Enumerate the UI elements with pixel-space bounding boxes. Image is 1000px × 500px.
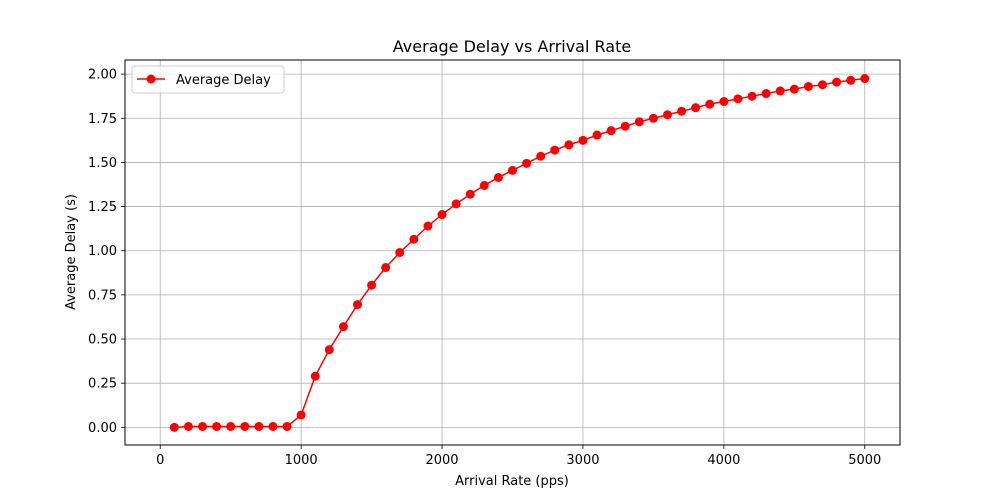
data-point — [423, 221, 433, 231]
data-point — [183, 421, 193, 431]
y-tick-label: 0.75 — [88, 288, 117, 303]
y-tick-label: 1.50 — [88, 156, 117, 171]
plot-frame — [124, 59, 901, 446]
y-tick-label: 0.25 — [88, 377, 117, 392]
data-point — [677, 106, 687, 116]
y-tick-label: 1.25 — [88, 200, 117, 215]
legend-box — [131, 65, 285, 94]
data-point — [606, 126, 616, 136]
data-point — [240, 421, 250, 431]
data-point — [296, 410, 306, 420]
x-axis: 0 1000 2000 3000 4000 5000 — [156, 445, 881, 468]
grid — [125, 60, 900, 445]
data-point — [634, 117, 644, 127]
data-point — [367, 280, 377, 290]
data-point — [254, 421, 264, 431]
data-point — [578, 135, 588, 145]
data-point — [818, 80, 827, 90]
y-tick-label: 2.00 — [88, 68, 117, 83]
x-tick-label: 5000 — [848, 453, 881, 468]
data-point — [268, 421, 278, 431]
x-axis-label: Arrival Rate (pps) — [455, 474, 569, 489]
data-point — [719, 97, 729, 107]
data-point — [522, 158, 532, 168]
data-point — [846, 75, 856, 85]
data-point — [747, 91, 757, 101]
x-tick-label: 0 — [156, 453, 164, 468]
data-point — [169, 422, 179, 432]
data-point — [479, 180, 489, 190]
data-point — [198, 421, 207, 431]
data-point — [465, 189, 475, 199]
data-point — [324, 345, 334, 355]
data-point — [451, 199, 461, 209]
data-point — [381, 263, 391, 273]
data-point — [691, 103, 701, 113]
data-point — [493, 172, 503, 182]
y-axis: 0.00 0.25 0.50 0.75 1.00 1.25 1.50 1.75 2.00 — [88, 68, 125, 436]
data-point — [212, 421, 222, 431]
legend-marker — [146, 74, 156, 84]
data-point — [803, 81, 813, 91]
legend: Average Delay — [131, 65, 285, 94]
series-layer — [169, 74, 870, 432]
y-tick-label: 0.50 — [88, 333, 117, 348]
x-tick-label: 1000 — [285, 453, 318, 468]
data-point — [564, 140, 574, 150]
x-tick-label: 3000 — [566, 453, 599, 468]
chart-title: Average Delay vs Arrival Rate — [393, 37, 631, 56]
data-point — [409, 234, 419, 244]
data-point — [508, 165, 517, 175]
y-tick-label: 0.00 — [88, 421, 117, 436]
data-point — [592, 130, 602, 140]
y-tick-label: 1.75 — [88, 112, 117, 127]
data-point — [663, 110, 672, 120]
data-point — [733, 94, 743, 104]
data-point — [282, 421, 292, 431]
y-tick-label: 1.00 — [88, 244, 117, 259]
data-point — [775, 86, 785, 96]
data-point — [437, 210, 447, 220]
data-point — [705, 99, 715, 109]
data-point — [789, 84, 799, 94]
data-point — [550, 145, 560, 155]
x-tick-label: 2000 — [425, 453, 458, 468]
data-point — [620, 121, 630, 131]
data-point — [536, 151, 546, 161]
data-point — [648, 113, 658, 123]
data-point — [761, 89, 771, 99]
x-tick-label: 4000 — [707, 453, 740, 468]
data-point — [395, 248, 405, 257]
data-point — [353, 300, 362, 310]
data-point — [310, 371, 320, 381]
legend-label: Average Delay — [176, 73, 271, 88]
y-axis-label: Average Delay (s) — [64, 194, 79, 310]
data-point — [226, 421, 236, 431]
data-point — [338, 322, 348, 332]
data-point — [832, 77, 842, 87]
data-point — [860, 74, 870, 84]
